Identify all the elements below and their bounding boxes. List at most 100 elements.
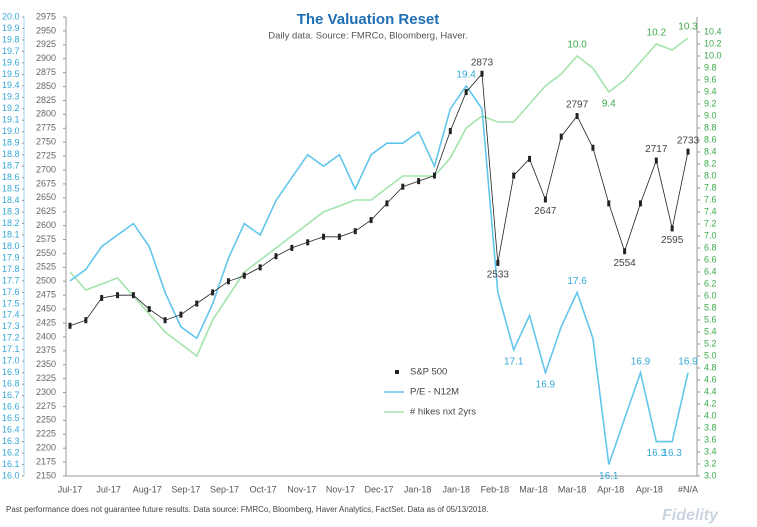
tick-label: 7.0	[704, 230, 717, 240]
tick-label: 18.7	[2, 161, 20, 171]
tick-label: 16.7	[2, 390, 20, 400]
data-point	[670, 225, 674, 232]
tick-label: 2525	[36, 262, 56, 272]
tick-label: 2850	[36, 81, 56, 91]
tick-label: 9.4	[704, 86, 717, 96]
data-label: 16.9	[678, 356, 698, 367]
x-tick-label: Jan-18	[442, 484, 470, 494]
data-label: 2647	[534, 206, 557, 217]
data-point	[147, 306, 151, 313]
tick-label: 17.9	[2, 252, 20, 262]
data-point	[543, 196, 547, 203]
series-line	[69, 37, 689, 358]
tick-label: 5.2	[704, 338, 717, 348]
data-label: 16.9	[631, 356, 651, 367]
tick-label: 16.3	[2, 436, 20, 446]
data-point	[417, 178, 421, 185]
data-point	[242, 272, 246, 279]
data-point	[512, 172, 516, 179]
tick-label: 19.7	[2, 46, 20, 56]
data-label: 2733	[677, 135, 700, 146]
tick-label: 2600	[36, 220, 56, 230]
x-tick-label: Mar-18	[519, 484, 548, 494]
data-label: 10.2	[647, 28, 667, 39]
tick-label: 16.9	[2, 367, 20, 377]
tick-label: 18.1	[2, 229, 20, 239]
tick-label: 2375	[36, 345, 56, 355]
tick-label: 17.6	[2, 287, 20, 297]
tick-label: 16.4	[2, 424, 20, 434]
data-label: 16.1	[599, 471, 619, 482]
data-point	[432, 172, 436, 179]
x-tick-label: Mar-18	[558, 484, 587, 494]
data-point	[654, 157, 658, 164]
tick-label: 2675	[36, 178, 56, 188]
data-point	[100, 294, 104, 301]
tick-label: 10.4	[704, 26, 722, 36]
tick-label: 8.6	[704, 134, 717, 144]
tick-label: 19.8	[2, 34, 20, 44]
data-label: 16.3	[647, 448, 667, 459]
data-label: 10.0	[567, 40, 587, 51]
tick-label: 17.5	[2, 298, 20, 308]
tick-label: 17.4	[2, 310, 20, 320]
data-label: 2595	[661, 235, 684, 246]
series-line	[69, 72, 689, 327]
data-label: 16.3	[662, 448, 682, 459]
legend-marker	[395, 370, 399, 374]
x-tick-label: Sep-17	[171, 484, 200, 494]
tick-label: 3.2	[704, 458, 717, 468]
data-point	[274, 253, 278, 260]
legend-label: P/E - N12M	[410, 387, 459, 398]
tick-label: 7.8	[704, 182, 717, 192]
data-point	[322, 233, 326, 240]
data-label: 2797	[566, 100, 589, 111]
tick-label: 17.1	[2, 344, 20, 354]
tick-label: 7.4	[704, 206, 717, 216]
tick-label: 17.0	[2, 356, 20, 366]
legend-label: S&P 500	[410, 367, 447, 378]
tick-label: 17.2	[2, 333, 20, 343]
tick-label: 7.2	[704, 218, 717, 228]
x-tick-label: Apr-18	[636, 484, 663, 494]
data-label: 2533	[487, 270, 510, 281]
tick-label: 3.6	[704, 434, 717, 444]
x-tick-label: #N/A	[678, 484, 698, 494]
tick-label: 19.9	[2, 23, 20, 33]
data-point	[385, 200, 389, 207]
data-point	[226, 278, 230, 285]
data-point	[480, 70, 484, 77]
tick-label: 2275	[36, 401, 56, 411]
tick-label: 16.2	[2, 447, 20, 457]
tick-label: 2425	[36, 317, 56, 327]
data-point	[528, 155, 532, 162]
data-label: 2873	[471, 57, 494, 68]
tick-label: 2500	[36, 276, 56, 286]
tick-label: 2400	[36, 331, 56, 341]
x-tick-label: Nov-17	[326, 484, 355, 494]
tick-label: 4.0	[704, 410, 717, 420]
data-point	[116, 292, 120, 299]
tick-label: 18.2	[2, 218, 20, 228]
tick-label: 8.4	[704, 146, 717, 156]
tick-label: 19.6	[2, 57, 20, 67]
tick-label: 18.4	[2, 195, 20, 205]
tick-label: 4.8	[704, 362, 717, 372]
tick-label: 2350	[36, 359, 56, 369]
legend-label: # hikes nxt 2yrs	[410, 407, 476, 418]
tick-label: 5.6	[704, 314, 717, 324]
tick-label: 4.2	[704, 398, 717, 408]
tick-label: 6.4	[704, 266, 717, 276]
tick-label: 19.5	[2, 69, 20, 79]
data-label: 17.1	[504, 356, 524, 367]
tick-label: 2750	[36, 137, 56, 147]
tick-label: 2325	[36, 373, 56, 383]
tick-label: 5.4	[704, 326, 717, 336]
x-tick-label: Nov-17	[287, 484, 316, 494]
x-tick-label: Jan-18	[404, 484, 432, 494]
tick-label: 2225	[36, 429, 56, 439]
data-point	[211, 289, 215, 296]
tick-label: 2925	[36, 39, 56, 49]
footnote: Past performance does not guarantee futu…	[6, 505, 488, 514]
tick-label: 2250	[36, 415, 56, 425]
